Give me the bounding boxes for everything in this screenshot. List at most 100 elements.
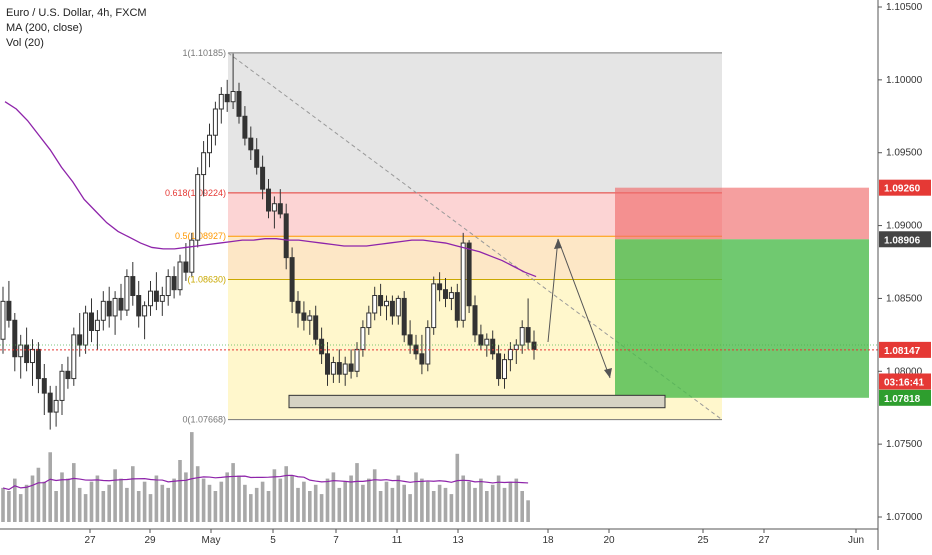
candle-body: [153, 290, 159, 302]
volume-bar: [331, 472, 336, 522]
position-stop-zone: [615, 187, 869, 240]
candle-body: [53, 399, 59, 413]
volume-bar: [60, 472, 64, 522]
candle-body: [41, 378, 47, 394]
volume-indicator-label[interactable]: Vol (20): [6, 37, 44, 49]
candle-body: [419, 353, 425, 365]
volume-bar: [349, 475, 353, 522]
volume-bar: [272, 469, 277, 522]
volume-bar: [260, 481, 265, 522]
volume-bar: [154, 475, 159, 522]
candle-body: [177, 261, 183, 291]
x-tick-label: 20: [603, 535, 615, 546]
candle-body: [395, 297, 401, 317]
candle-body: [342, 363, 348, 375]
volume-bar: [443, 487, 448, 522]
volume-bar: [384, 481, 389, 522]
x-tick-label: Jun: [848, 535, 864, 546]
volume-bar: [48, 452, 52, 522]
volume-bar: [184, 472, 188, 522]
y-tick-label: 1.08000: [886, 366, 923, 377]
volume-bar: [372, 469, 377, 522]
candle-body: [277, 203, 283, 215]
candle-body: [372, 295, 378, 314]
candle-body: [236, 91, 242, 117]
volume-bar: [319, 494, 324, 522]
volume-bar: [136, 491, 141, 522]
volume-bar: [172, 478, 176, 522]
candle-body: [165, 276, 171, 297]
candle-body: [330, 362, 336, 375]
volume-bar: [207, 484, 212, 522]
volume-bar: [302, 481, 306, 522]
price-badge-label: 1.08906: [884, 235, 921, 246]
x-tick-label: 11: [392, 535, 403, 546]
y-tick-label: 1.09500: [886, 148, 923, 159]
candle-body: [525, 327, 531, 343]
y-tick-label: 1.07500: [886, 439, 923, 450]
candle-body: [384, 300, 389, 307]
candle-body: [183, 261, 189, 273]
candle-body: [207, 134, 212, 154]
volume-bar: [278, 478, 283, 522]
volume-bar: [95, 475, 100, 522]
volume-bar: [83, 494, 88, 522]
candle-body: [189, 239, 195, 273]
candle-body: [242, 115, 248, 139]
volume-bar: [308, 491, 312, 522]
candle-body: [218, 93, 224, 110]
volume-bar: [131, 466, 135, 522]
volume-bar: [408, 494, 412, 522]
candle-body: [18, 344, 24, 358]
candle-body: [519, 327, 525, 346]
candle-body: [283, 213, 289, 259]
candle-body: [148, 290, 153, 307]
volume-bar: [77, 487, 82, 522]
volume-bar: [496, 475, 501, 522]
candle-body: [407, 334, 413, 346]
y-tick-label: 1.07000: [886, 512, 923, 523]
volume-bar: [343, 481, 347, 522]
volume-bar: [249, 494, 253, 522]
candle-body: [325, 353, 330, 375]
candle-body: [389, 300, 395, 317]
volume-bar: [225, 472, 229, 522]
volume-bar: [290, 475, 294, 522]
volume-bar: [201, 478, 206, 522]
candle-body: [289, 257, 295, 302]
candle-body: [378, 295, 384, 307]
volume-bar: [237, 475, 241, 522]
candle-body: [89, 312, 94, 331]
volume-bar: [24, 484, 29, 522]
volume-bar: [390, 487, 395, 522]
candle-body: [59, 370, 65, 401]
candle-body: [507, 348, 513, 361]
candle-body: [460, 242, 466, 321]
volume-bar: [396, 475, 401, 522]
candle-body: [295, 300, 301, 314]
x-tick-label: 13: [452, 535, 464, 546]
volume-bar: [42, 481, 47, 522]
volume-bar: [402, 484, 406, 522]
volume-bar: [166, 487, 170, 522]
x-tick-label: 27: [758, 535, 770, 546]
candle-body: [212, 108, 218, 136]
ma-indicator-label[interactable]: MA (200, close): [6, 22, 83, 34]
x-tick-label: 29: [144, 535, 156, 546]
volume-bar: [266, 491, 271, 522]
volume-bar: [431, 491, 436, 522]
volume-bar: [461, 475, 465, 522]
candle-body: [496, 353, 502, 380]
price-badge: [879, 389, 931, 406]
candle-body: [83, 312, 89, 346]
candle-body: [159, 295, 165, 302]
volume-bar: [502, 487, 507, 522]
volume-bar: [420, 478, 424, 522]
volume-bar: [284, 466, 288, 522]
candle-body: [502, 359, 507, 380]
price-badge: [879, 179, 931, 196]
x-tick-label: May: [202, 535, 221, 546]
volume-bar: [514, 478, 519, 522]
volume-bar: [72, 463, 76, 522]
